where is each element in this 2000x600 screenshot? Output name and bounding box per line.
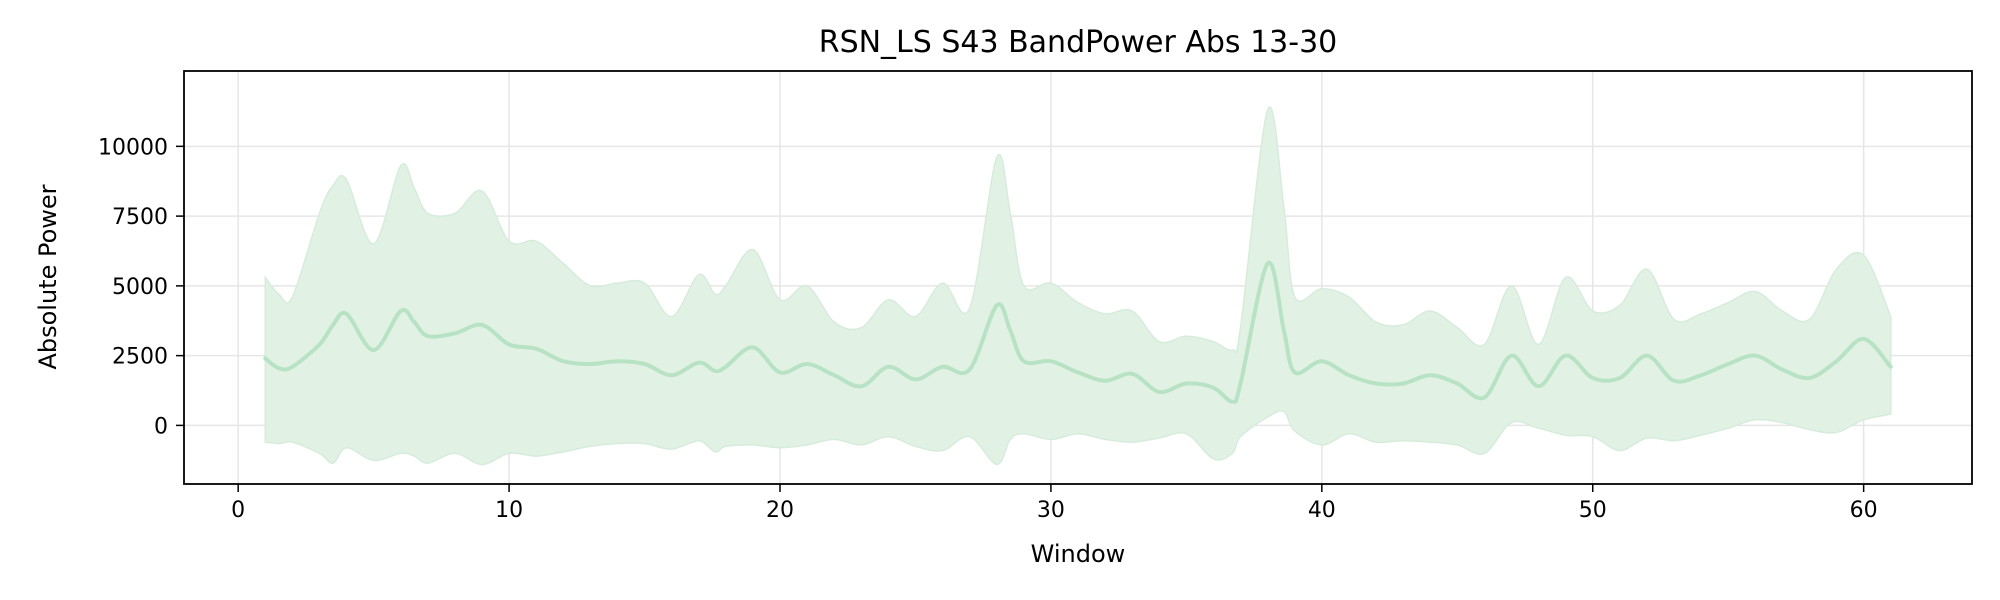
x-tick-label: 60 bbox=[1850, 498, 1878, 523]
plot-frame bbox=[183, 70, 1973, 485]
y-axis-label: Absolute Power bbox=[34, 184, 62, 369]
y-tick-label: 2500 bbox=[112, 345, 168, 370]
x-tick-label: 50 bbox=[1579, 498, 1607, 523]
y-tick-label: 5000 bbox=[112, 275, 168, 300]
y-axis: 0 2500 5000 7500 10000 bbox=[98, 135, 184, 439]
mean-line bbox=[263, 260, 1893, 404]
x-axis-label: Window bbox=[1031, 540, 1126, 568]
chart-title: RSN_LS S43 BandPower Abs 13-30 bbox=[819, 25, 1338, 60]
x-tick-label: 10 bbox=[495, 498, 523, 523]
y-tick-label: 7500 bbox=[112, 205, 168, 230]
x-tick-label: 20 bbox=[766, 498, 794, 523]
x-tick-label: 30 bbox=[1037, 498, 1065, 523]
x-tick-label: 40 bbox=[1308, 498, 1336, 523]
x-axis: 0 10 20 30 40 50 60 bbox=[231, 484, 1878, 523]
y-tick-label: 10000 bbox=[98, 135, 168, 160]
x-tick-label: 0 bbox=[231, 498, 245, 523]
y-tick-label: 0 bbox=[154, 414, 168, 439]
